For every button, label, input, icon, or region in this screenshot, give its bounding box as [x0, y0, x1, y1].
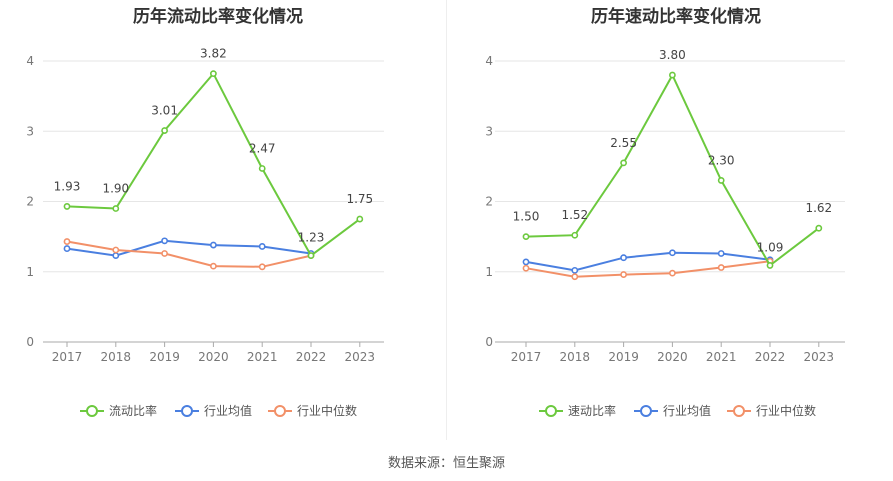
data-point: [717, 264, 725, 271]
data-label: 1.93: [54, 179, 81, 193]
x-tick-label: 2020: [198, 350, 229, 364]
data-point: [522, 264, 530, 272]
data-label: 3.80: [659, 48, 686, 62]
legend-label: 行业均值: [663, 403, 711, 418]
y-tick-label: 4: [26, 54, 34, 68]
y-tick-label: 3: [485, 124, 493, 138]
data-point: [717, 250, 725, 257]
data-point: [112, 252, 120, 259]
data-label: 1.09: [757, 240, 784, 254]
data-point: [307, 252, 315, 259]
series-line: [66, 239, 312, 257]
chart-title: 历年流动比率变化情况: [133, 6, 303, 27]
data-point: [112, 205, 120, 212]
data-point: [620, 271, 627, 278]
quick-ratio-chart: 历年速动比率变化情况 0 1 2 3 4 2017 2018 2019 2020 2021 2022 2…: [485, 6, 845, 418]
x-tick-label: 2020: [657, 350, 688, 364]
quick-ratio-panel: 历年速动比率变化情况 0 1 2 3 4 2017 2018 2019 2020 2021 2022 2…: [447, 0, 893, 440]
legend-swatch-marker: [86, 405, 98, 417]
y-tick-label: 2: [485, 195, 493, 209]
data-label: 1.50: [513, 210, 540, 224]
x-tick-label: 2021: [706, 350, 737, 364]
legend-swatch-marker: [545, 405, 557, 417]
data-source-note: 数据来源：恒生聚源: [387, 456, 505, 471]
current-ratio-panel: 历年流动比率变化情况 0 1 2 3 4 2017 2018 2019 2020 2021 2022 2…: [0, 0, 446, 440]
data-label: 1.23: [298, 231, 325, 245]
data-point: [161, 237, 168, 245]
y-tick-label: 0: [485, 335, 493, 349]
data-point: [63, 245, 71, 252]
series-line: [525, 251, 771, 272]
y-tick-label: 2: [26, 195, 34, 209]
y-tick-label: 1: [485, 265, 493, 279]
data-point: [63, 238, 71, 245]
data-label: 1.75: [346, 192, 373, 206]
x-tick-label: 2018: [101, 350, 132, 364]
data-label: 2.30: [708, 153, 735, 167]
data-point: [161, 127, 168, 134]
data-point: [356, 215, 364, 223]
data-point: [668, 269, 676, 277]
data-point: [209, 241, 217, 249]
data-point: [112, 246, 120, 254]
data-label: 1.52: [561, 208, 588, 222]
panel-divider: [446, 0, 447, 440]
current-ratio-chart: 历年流动比率变化情况 0 1 2 3 4 2017 2018 2019 2020 2021 2022 2…: [26, 6, 384, 418]
data-point: [63, 203, 71, 210]
data-point: [620, 159, 627, 167]
data-point: [258, 263, 266, 271]
data-point: [766, 262, 774, 269]
data-point: [522, 258, 530, 266]
data-point: [668, 249, 676, 257]
x-tick-label: 2017: [52, 350, 83, 364]
data-point: [571, 273, 579, 281]
data-point: [161, 250, 168, 257]
series-line: [525, 260, 771, 278]
data-point: [668, 71, 676, 79]
x-tick-label: 2022: [755, 350, 786, 364]
series-line: [66, 71, 361, 258]
x-tick-label: 2022: [296, 350, 327, 364]
data-point: [620, 254, 627, 262]
legend-label: 行业中位数: [297, 403, 357, 418]
legend-swatch-marker: [640, 405, 652, 417]
data-point: [522, 233, 530, 241]
data-point: [571, 266, 579, 274]
series-line: [525, 72, 820, 267]
x-tick-label: 2019: [149, 350, 180, 364]
data-point: [209, 262, 217, 270]
data-label: 2.55: [610, 136, 637, 150]
data-point: [717, 177, 725, 184]
data-point: [258, 165, 266, 172]
data-point: [209, 70, 217, 78]
data-point: [258, 243, 266, 250]
data-label: 3.82: [200, 47, 227, 61]
data-label: 1.90: [102, 182, 129, 196]
y-tick-label: 4: [485, 54, 493, 68]
legend-swatch-marker: [181, 405, 193, 417]
series-line: [66, 240, 312, 268]
legend-label: 流动比率: [109, 403, 157, 418]
legend-label: 速动比率: [568, 403, 616, 418]
data-label: 3.01: [151, 104, 178, 118]
data-point: [815, 224, 823, 232]
x-tick-label: 2023: [345, 350, 376, 364]
legend-label: 行业均值: [204, 403, 252, 418]
x-tick-label: 2017: [511, 350, 542, 364]
legend-swatch-marker: [733, 405, 745, 417]
y-tick-label: 3: [26, 124, 34, 138]
data-label: 1.62: [805, 201, 832, 215]
chart-title: 历年速动比率变化情况: [591, 6, 761, 27]
legend-label: 行业中位数: [756, 403, 816, 418]
y-tick-label: 1: [26, 265, 34, 279]
x-tick-label: 2019: [608, 350, 639, 364]
data-label: 2.47: [249, 141, 276, 155]
legend-swatch-marker: [274, 405, 286, 417]
x-tick-label: 2021: [247, 350, 278, 364]
x-tick-label: 2018: [560, 350, 591, 364]
data-point: [571, 231, 579, 239]
x-tick-label: 2023: [804, 350, 835, 364]
y-tick-label: 0: [26, 335, 34, 349]
